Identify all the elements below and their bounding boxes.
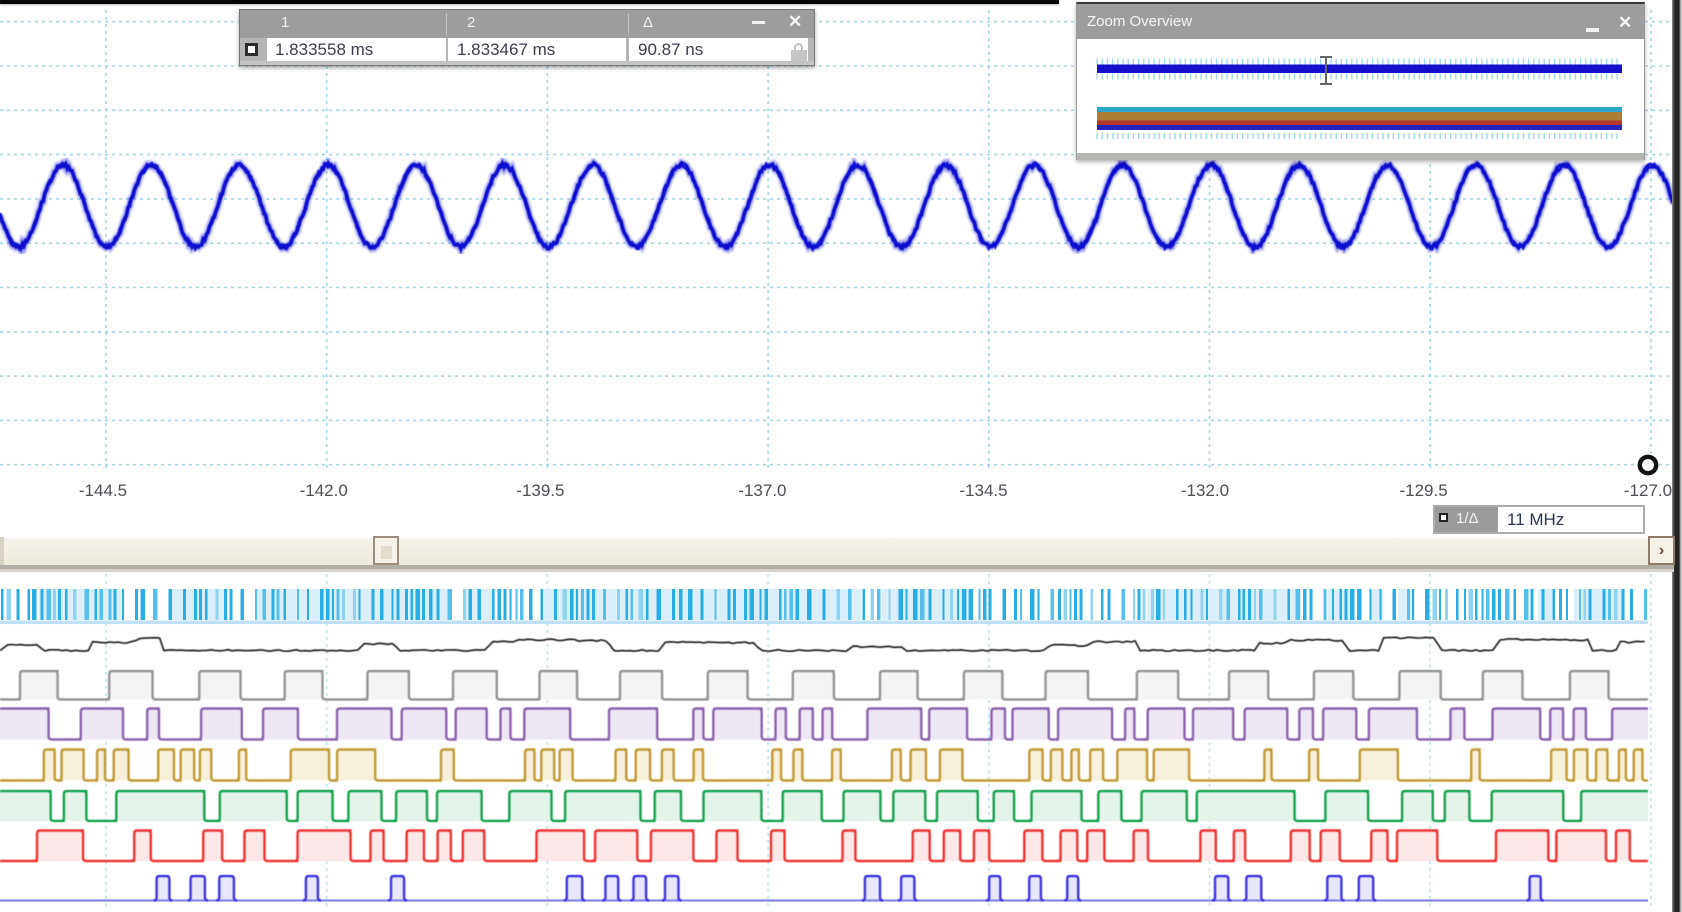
- svg-text:-132.0: -132.0: [1181, 481, 1229, 500]
- svg-text:-127.0: -127.0: [1624, 481, 1672, 500]
- svg-text:-129.5: -129.5: [1399, 481, 1447, 500]
- svg-text:-142.0: -142.0: [300, 481, 348, 500]
- svg-text:-137.0: -137.0: [738, 481, 786, 500]
- svg-text:-139.5: -139.5: [516, 481, 564, 500]
- svg-text:-134.5: -134.5: [959, 481, 1007, 500]
- svg-text:-144.5: -144.5: [79, 481, 127, 500]
